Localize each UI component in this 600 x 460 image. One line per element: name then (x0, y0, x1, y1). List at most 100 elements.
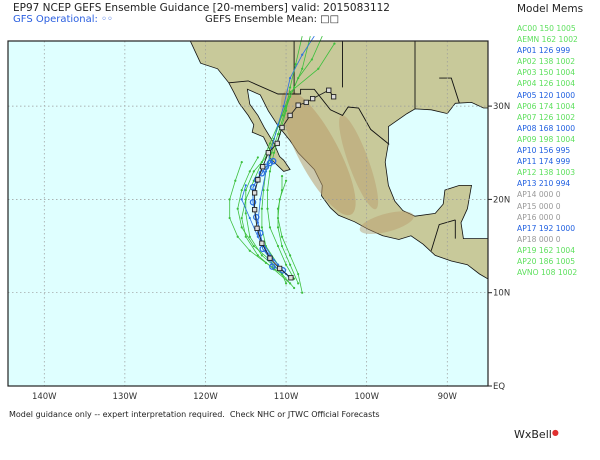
legend-item: AP15 000 0 (517, 201, 561, 211)
green-member-track (261, 41, 321, 284)
legend-item: AP20 186 1005 (517, 256, 576, 266)
ensemble-mean-point (310, 95, 316, 102)
us-mexico-border (228, 41, 460, 251)
green-member-track-point (260, 226, 263, 229)
legend-item: AP12 138 1003 (517, 168, 576, 178)
lat-tick-label: 20N (493, 195, 510, 205)
green-member-track-point (289, 86, 292, 89)
legend-item: AEMN 162 1002 (517, 35, 578, 45)
legend-item: AP14 000 0 (517, 190, 561, 200)
gfs-operational-point (266, 159, 274, 167)
legend-item: AVNO 108 1002 (517, 268, 578, 278)
green-member-track-point (236, 235, 239, 238)
green-member-track-point (268, 142, 272, 145)
ensemble-mean-point (330, 94, 337, 100)
lat-tick-label: 10N (493, 289, 510, 299)
blue-member-track-point (289, 77, 292, 80)
green-member-track-point (248, 170, 251, 173)
ensemble-mean-point (259, 240, 265, 246)
sierra-madre-oriental (339, 114, 379, 210)
legend-item: AP04 126 1004 (517, 79, 576, 89)
green-member-track-point (310, 58, 313, 61)
ensemble-mean-point (255, 177, 261, 183)
legend-item: AP03 150 1004 (517, 68, 576, 78)
green-member-track-point (252, 170, 255, 173)
green-member-track-point (284, 109, 288, 112)
green-member-track-point (297, 77, 300, 80)
legend-item: AP01 126 999 (517, 46, 571, 56)
green-member-track-point (256, 156, 259, 159)
sierra-madre-occidental (281, 90, 356, 216)
green-member-track-point (284, 263, 288, 266)
green-member-track-point (244, 235, 247, 238)
blue-member-track-point (240, 198, 243, 201)
disclaimer: Model guidance only -- expert interpreta… (9, 410, 380, 419)
blue-member-track-point (301, 53, 304, 56)
blue-member-track-point (244, 184, 247, 187)
ensemble-mean-point (265, 150, 271, 156)
green-member-track-point (276, 132, 280, 136)
blue-member-track-point (256, 235, 259, 238)
southern-highlands (359, 211, 414, 235)
blue-member-track-point (248, 216, 251, 220)
legend-item: AP19 162 1004 (517, 245, 576, 255)
green-member-track-point (280, 114, 284, 117)
green-member-track-point (240, 188, 243, 192)
green-member-track-point (270, 151, 273, 154)
green-member-track-point (260, 207, 263, 210)
green-member-track-point (289, 263, 292, 266)
green-member-track-point (284, 179, 288, 182)
green-member-track-point (234, 179, 237, 182)
legend-title: Model Mems (517, 3, 584, 15)
green-member-track-point (276, 226, 280, 229)
gfs-operational-point (257, 229, 264, 237)
map-frame (7, 40, 489, 387)
green-member-track-point (289, 282, 292, 285)
legend-item: AP02 138 1002 (517, 57, 576, 67)
green-member-track-point (293, 277, 296, 280)
green-member-track-point (317, 67, 320, 70)
gfs-operational-point (249, 198, 257, 206)
green-member-track-point (301, 67, 304, 70)
gfs-operational-point (269, 157, 277, 165)
green-member-track-point (284, 282, 288, 285)
ensemble-mean-point (279, 124, 285, 131)
ensemble-mean-point (326, 87, 332, 93)
ensemble-mean-point (295, 102, 301, 108)
ensemble-mean-point (274, 140, 280, 147)
green-member-track-point (289, 254, 292, 257)
legend-item: AP07 126 1002 (517, 112, 576, 122)
blue-member-track-point (272, 258, 276, 262)
green-member-track-point (282, 114, 285, 117)
green-member-track-point (248, 235, 251, 238)
blue-member-track-point (259, 198, 262, 201)
green-member-track-point (333, 42, 336, 45)
ensemble-mean-point (251, 190, 258, 196)
ensemble-mean-point (260, 164, 266, 170)
green-member-track-point (244, 188, 247, 192)
gfs-operational-point (269, 263, 276, 270)
green-member-track-point (301, 291, 304, 294)
wxbell-logo: WxBell● (514, 428, 559, 441)
ensemble-mean-point (254, 225, 260, 231)
legend-item: AP10 156 995 (517, 146, 571, 156)
ensemble-mean-point (276, 265, 283, 272)
green-member-track-point (278, 198, 281, 201)
gfs-operational-label: GFS Operational: ◦◦ (13, 14, 113, 25)
lon-tick-label: 120W (193, 392, 218, 402)
lon-tick-label: 90W (438, 392, 458, 402)
legend-item: AP09 198 1004 (517, 134, 576, 144)
lon-tick-label: 110W (274, 392, 299, 402)
green-member-track-point (268, 170, 272, 173)
green-member-track-point (228, 216, 231, 220)
green-member-track-point (244, 212, 247, 215)
legend-item: AP17 192 1000 (517, 223, 576, 233)
green-member-track-point (289, 95, 292, 98)
green-member-track-point (260, 254, 263, 257)
green-member-track-point (252, 244, 255, 248)
green-member-track-point (297, 272, 300, 276)
green-member-track-point (272, 151, 276, 154)
ensemble-mean-point (267, 255, 273, 261)
green-member-track-point (264, 261, 268, 264)
